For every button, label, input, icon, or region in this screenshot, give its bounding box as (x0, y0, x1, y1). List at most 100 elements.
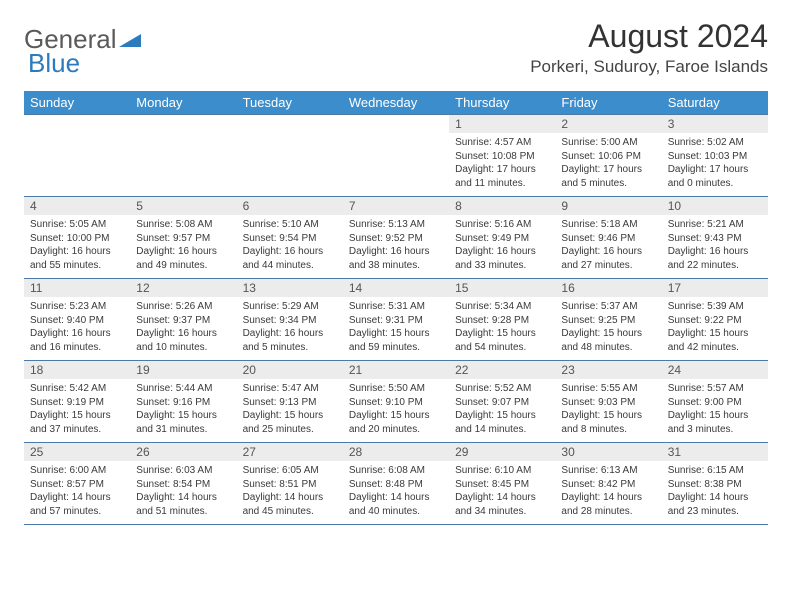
day-line: and 33 minutes. (455, 259, 549, 273)
calendar-cell: 14Sunrise: 5:31 AMSunset: 9:31 PMDayligh… (343, 279, 449, 361)
day-line: Sunrise: 5:42 AM (30, 382, 124, 396)
calendar-cell: 5Sunrise: 5:08 AMSunset: 9:57 PMDaylight… (130, 197, 236, 279)
day-body: Sunrise: 6:13 AMSunset: 8:42 PMDaylight:… (555, 461, 661, 524)
calendar-cell (343, 115, 449, 197)
day-number: 7 (343, 197, 449, 215)
day-line: Sunrise: 5:29 AM (243, 300, 337, 314)
day-body: Sunrise: 5:57 AMSunset: 9:00 PMDaylight:… (662, 379, 768, 442)
day-line: Sunset: 8:51 PM (243, 478, 337, 492)
day-number: 3 (662, 115, 768, 133)
calendar-cell: 9Sunrise: 5:18 AMSunset: 9:46 PMDaylight… (555, 197, 661, 279)
day-line: Sunset: 8:48 PM (349, 478, 443, 492)
day-line: Sunset: 9:54 PM (243, 232, 337, 246)
day-line: and 34 minutes. (455, 505, 549, 519)
calendar-week: 4Sunrise: 5:05 AMSunset: 10:00 PMDayligh… (24, 197, 768, 279)
day-number (24, 115, 130, 133)
day-line: and 42 minutes. (668, 341, 762, 355)
day-line: Sunset: 9:07 PM (455, 396, 549, 410)
day-line: and 51 minutes. (136, 505, 230, 519)
location-text: Porkeri, Suduroy, Faroe Islands (530, 57, 768, 77)
day-line: Sunrise: 5:55 AM (561, 382, 655, 396)
day-header: Tuesday (237, 91, 343, 115)
day-number: 4 (24, 197, 130, 215)
day-body: Sunrise: 5:42 AMSunset: 9:19 PMDaylight:… (24, 379, 130, 442)
day-line: Sunrise: 5:08 AM (136, 218, 230, 232)
day-line: Sunrise: 5:47 AM (243, 382, 337, 396)
day-line: Sunset: 9:25 PM (561, 314, 655, 328)
day-body: Sunrise: 5:55 AMSunset: 9:03 PMDaylight:… (555, 379, 661, 442)
day-line: Sunrise: 5:05 AM (30, 218, 124, 232)
day-body: Sunrise: 6:10 AMSunset: 8:45 PMDaylight:… (449, 461, 555, 524)
calendar-cell: 12Sunrise: 5:26 AMSunset: 9:37 PMDayligh… (130, 279, 236, 361)
calendar-cell: 15Sunrise: 5:34 AMSunset: 9:28 PMDayligh… (449, 279, 555, 361)
day-line: Sunset: 8:42 PM (561, 478, 655, 492)
day-body: Sunrise: 5:39 AMSunset: 9:22 PMDaylight:… (662, 297, 768, 360)
day-number: 19 (130, 361, 236, 379)
day-line: and 31 minutes. (136, 423, 230, 437)
day-number: 11 (24, 279, 130, 297)
day-number: 26 (130, 443, 236, 461)
day-line: Daylight: 14 hours (30, 491, 124, 505)
day-header: Saturday (662, 91, 768, 115)
title-block: August 2024 Porkeri, Suduroy, Faroe Isla… (530, 18, 768, 77)
day-body: Sunrise: 5:52 AMSunset: 9:07 PMDaylight:… (449, 379, 555, 442)
day-body: Sunrise: 5:47 AMSunset: 9:13 PMDaylight:… (237, 379, 343, 442)
day-line: Sunset: 8:57 PM (30, 478, 124, 492)
day-line: and 23 minutes. (668, 505, 762, 519)
day-line: and 14 minutes. (455, 423, 549, 437)
day-line: Sunset: 10:08 PM (455, 150, 549, 164)
day-line: Sunset: 9:10 PM (349, 396, 443, 410)
day-line: Sunset: 9:19 PM (30, 396, 124, 410)
calendar-cell: 11Sunrise: 5:23 AMSunset: 9:40 PMDayligh… (24, 279, 130, 361)
day-line: Sunset: 9:16 PM (136, 396, 230, 410)
calendar-cell: 30Sunrise: 6:13 AMSunset: 8:42 PMDayligh… (555, 443, 661, 525)
day-line: Sunrise: 5:10 AM (243, 218, 337, 232)
day-line: and 5 minutes. (561, 177, 655, 191)
day-line: and 20 minutes. (349, 423, 443, 437)
calendar-week: 18Sunrise: 5:42 AMSunset: 9:19 PMDayligh… (24, 361, 768, 443)
calendar-body: 1Sunrise: 4:57 AMSunset: 10:08 PMDayligh… (24, 115, 768, 525)
day-number (343, 115, 449, 133)
day-body: Sunrise: 5:00 AMSunset: 10:06 PMDaylight… (555, 133, 661, 196)
calendar-head: SundayMondayTuesdayWednesdayThursdayFrid… (24, 91, 768, 115)
day-body: Sunrise: 5:08 AMSunset: 9:57 PMDaylight:… (130, 215, 236, 278)
day-line: Daylight: 15 hours (243, 409, 337, 423)
day-line: Daylight: 14 hours (455, 491, 549, 505)
day-number: 2 (555, 115, 661, 133)
day-line: Sunrise: 6:05 AM (243, 464, 337, 478)
calendar-table: SundayMondayTuesdayWednesdayThursdayFrid… (24, 91, 768, 525)
day-line: Sunrise: 6:03 AM (136, 464, 230, 478)
day-body: Sunrise: 5:29 AMSunset: 9:34 PMDaylight:… (237, 297, 343, 360)
day-line: Daylight: 14 hours (349, 491, 443, 505)
day-number (130, 115, 236, 133)
day-line: Sunset: 9:57 PM (136, 232, 230, 246)
day-header: Monday (130, 91, 236, 115)
calendar-cell (237, 115, 343, 197)
calendar-week: 11Sunrise: 5:23 AMSunset: 9:40 PMDayligh… (24, 279, 768, 361)
day-line: and 16 minutes. (30, 341, 124, 355)
day-number: 27 (237, 443, 343, 461)
calendar-cell (24, 115, 130, 197)
day-number: 28 (343, 443, 449, 461)
day-line: and 54 minutes. (455, 341, 549, 355)
calendar-cell: 16Sunrise: 5:37 AMSunset: 9:25 PMDayligh… (555, 279, 661, 361)
calendar-cell: 28Sunrise: 6:08 AMSunset: 8:48 PMDayligh… (343, 443, 449, 525)
day-body: Sunrise: 6:08 AMSunset: 8:48 PMDaylight:… (343, 461, 449, 524)
day-line: Sunset: 9:31 PM (349, 314, 443, 328)
day-body: Sunrise: 5:13 AMSunset: 9:52 PMDaylight:… (343, 215, 449, 278)
calendar-cell: 26Sunrise: 6:03 AMSunset: 8:54 PMDayligh… (130, 443, 236, 525)
day-line: Sunset: 9:37 PM (136, 314, 230, 328)
day-body: Sunrise: 5:34 AMSunset: 9:28 PMDaylight:… (449, 297, 555, 360)
day-line: and 22 minutes. (668, 259, 762, 273)
day-body: Sunrise: 5:23 AMSunset: 9:40 PMDaylight:… (24, 297, 130, 360)
day-line: and 27 minutes. (561, 259, 655, 273)
day-number (237, 115, 343, 133)
calendar-cell: 22Sunrise: 5:52 AMSunset: 9:07 PMDayligh… (449, 361, 555, 443)
calendar-cell: 6Sunrise: 5:10 AMSunset: 9:54 PMDaylight… (237, 197, 343, 279)
day-line: Sunrise: 5:02 AM (668, 136, 762, 150)
day-line: and 0 minutes. (668, 177, 762, 191)
day-line: Sunrise: 5:52 AM (455, 382, 549, 396)
day-line: and 8 minutes. (561, 423, 655, 437)
calendar-cell: 20Sunrise: 5:47 AMSunset: 9:13 PMDayligh… (237, 361, 343, 443)
day-line: Daylight: 15 hours (455, 327, 549, 341)
